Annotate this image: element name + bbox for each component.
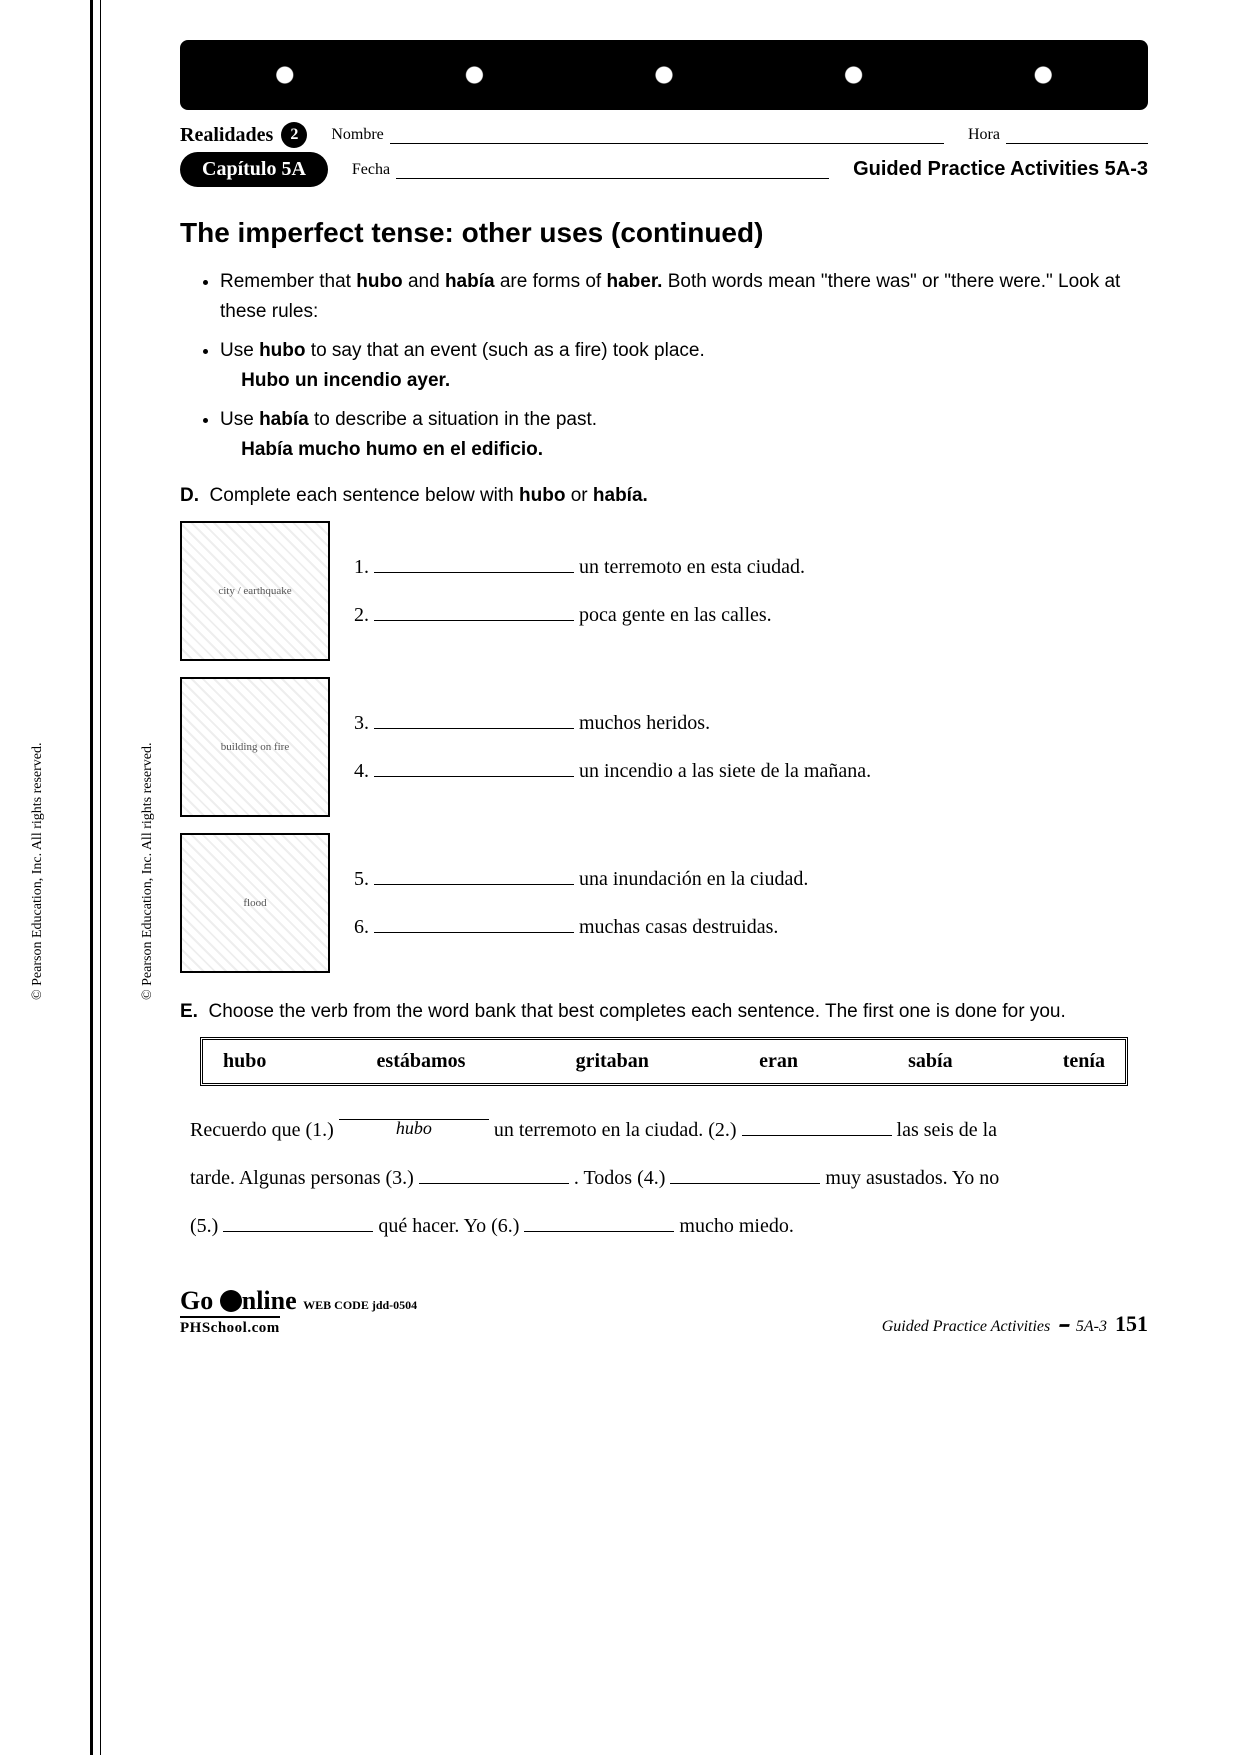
page-title: The imperfect tense: other uses (continu… [180,217,1148,249]
answer-blank[interactable] [374,919,574,933]
exercise-group: city / earthquake 1. un terremoto en esta… [180,521,1148,661]
footer-right: Guided Practice Activities ━ 5A-3 151 [882,1311,1148,1337]
blank-e6[interactable] [524,1218,674,1232]
question-text: muchas casas destruidas. [574,916,778,938]
go-online-text: Go nline [180,1286,303,1315]
web-code: WEB CODE jdd-0504 [303,1298,417,1312]
copyright-side-2: © Pearson Education, Inc. All rights res… [140,742,156,1000]
section-e-label: E. Choose the verb from the word bank th… [180,1001,1148,1023]
e-text: Recuerdo que (1.) [190,1119,339,1141]
question-number: 5. [354,868,374,890]
phschool-link: PHSchool.com [180,1316,280,1337]
go-online-block: Go nline WEB CODE jdd-0504 PHSchool.com [180,1286,417,1337]
footer-activity-code: 5A-3 [1076,1318,1107,1335]
question-line: 1. un terremoto en esta ciudad. [354,543,805,591]
question-line: 2. poca gente en las calles. [354,591,805,639]
wordbank-word: sabía [908,1050,952,1073]
online-text: nline [242,1286,297,1315]
rule-item: Use hubo to say that an event (such as a… [220,336,1148,397]
question-number: 1. [354,556,374,578]
page-number: 151 [1115,1311,1148,1336]
exercise-group: building on fire3. muchos heridos.4. un … [180,677,1148,817]
e-text: muy asustados. Yo no [825,1167,999,1189]
question-text: un incendio a las siete de la mañana. [574,760,871,782]
question-line: 3. muchos heridos. [354,699,871,747]
e-text: qué hacer. Yo (6.) [378,1215,524,1237]
question-line: 5. una inundación en la ciudad. [354,855,808,903]
illustration: building on fire [180,677,330,817]
question-number: 3. [354,712,374,734]
wordbank-word: hubo [223,1050,266,1073]
hora-field: Hora [968,126,1148,144]
blank-e3[interactable] [419,1170,569,1184]
answer-1: hubo [396,1118,432,1138]
page-footer: Go nline WEB CODE jdd-0504 PHSchool.com … [180,1286,1148,1337]
e-text: mucho miedo. [679,1215,793,1237]
blank-e2[interactable] [742,1122,892,1136]
blank-e5[interactable] [223,1218,373,1232]
nombre-label: Nombre [331,126,383,144]
answer-blank[interactable] [374,715,574,729]
wordbank-word: gritaban [576,1050,649,1073]
rule-item: Remember that hubo and había are forms o… [220,267,1148,328]
wordbank-word: estábamos [377,1050,466,1073]
e-text: un terremoto en la ciudad. (2.) [494,1119,742,1141]
question-text: muchos heridos. [574,712,710,734]
section-e-paragraph: Recuerdo que (1.) hubo un terremoto en l… [190,1106,1138,1250]
grammar-rules-list: Remember that hubo and había are forms o… [220,267,1148,465]
answer-blank[interactable] [374,559,574,573]
copyright-side-1: © Pearson Education, Inc. All rights res… [30,742,46,1000]
margin-rule-thin [100,0,101,1755]
wordbank-word: tenía [1063,1050,1105,1073]
wordbank-word: eran [759,1050,798,1073]
margin-rule-thick [90,0,93,1755]
question-text: poca gente en las calles. [574,604,772,626]
hora-label: Hora [968,126,1000,144]
question-number: 6. [354,916,374,938]
header-row-2: Capítulo 5A Fecha Guided Practice Activi… [180,152,1148,187]
footer-activity-title: Guided Practice Activities [882,1318,1051,1335]
question-line: 6. muchas casas destruidas. [354,903,808,951]
hora-input-line[interactable] [1006,126,1148,144]
question-text: una inundación en la ciudad. [574,868,808,890]
e-text: . Todos (4.) [574,1167,671,1189]
illustration: flood [180,833,330,973]
e-text: tarde. Algunas personas (3.) [190,1167,419,1189]
question-number: 4. [354,760,374,782]
blank-e1[interactable]: hubo [339,1106,489,1120]
fecha-label: Fecha [352,161,390,179]
question-line: 4. un incendio a las siete de la mañana. [354,747,871,795]
answer-blank[interactable] [374,607,574,621]
e-text: las seis de la [897,1119,998,1141]
go-text: Go [180,1286,220,1315]
decorative-border [180,40,1148,110]
blank-e4[interactable] [670,1170,820,1184]
activity-code-header: Guided Practice Activities 5A-3 [853,158,1148,181]
globe-icon [220,1290,242,1312]
question-lines: 1. un terremoto en esta ciudad.2. poca g… [354,543,805,639]
exercise-group: flood5. una inundación en la ciudad.6. m… [180,833,1148,973]
worksheet-page: © Pearson Education, Inc. All rights res… [0,0,1248,1755]
answer-blank[interactable] [374,871,574,885]
rule-item: Use había to describe a situation in the… [220,405,1148,466]
fecha-field: Fecha [352,161,829,179]
word-bank: hubo estábamos gritaban eran sabía tenía [200,1037,1128,1086]
question-number: 2. [354,604,374,626]
header-row-1: Realidades 2 Nombre Hora [180,122,1148,148]
nombre-input-line[interactable] [390,126,944,144]
chapter-badge: Capítulo 5A [180,152,328,187]
answer-blank[interactable] [374,763,574,777]
section-d-body: city / earthquake 1. un terremoto en esta… [180,521,1148,973]
question-lines: 3. muchos heridos.4. un incendio a las s… [354,699,871,795]
illustration: city / earthquake [180,521,330,661]
nombre-field: Nombre [331,126,944,144]
question-lines: 5. una inundación en la ciudad.6. muchas… [354,855,808,951]
level-badge: 2 [281,122,307,148]
e-text: (5.) [190,1215,223,1237]
fecha-input-line[interactable] [396,161,829,179]
question-text: un terremoto en esta ciudad. [574,556,805,578]
section-d-label: D. Complete each sentence below with hub… [180,485,1148,507]
series-title: Realidades 2 [180,122,307,148]
series-label: Realidades [180,124,273,147]
